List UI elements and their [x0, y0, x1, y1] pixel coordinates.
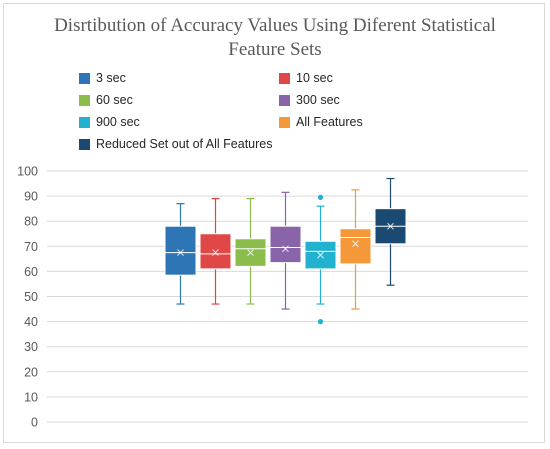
- outlier-point: [317, 319, 324, 325]
- y-tick-label: 50: [24, 290, 38, 304]
- chart-title: Disrtibution of Accuracy Values Using Di…: [0, 14, 550, 62]
- legend-swatch: [79, 94, 90, 106]
- box-body: [339, 228, 372, 265]
- box-10-sec: [199, 198, 232, 305]
- outlier-point: [317, 194, 324, 200]
- y-tick-label: 100: [17, 165, 38, 179]
- mean-marker: [247, 249, 254, 256]
- legend-label: Reduced Set out of All Features: [96, 137, 273, 151]
- legend-swatch: [279, 94, 290, 106]
- chart-legend: 3 sec 10 sec 60 sec 300 sec 900 sec All …: [0, 0, 550, 160]
- chart-title-line-1: Disrtibution of Accuracy Values Using Di…: [54, 15, 496, 36]
- legend-item-reduced-set: Reduced Set out of All Features: [79, 137, 273, 151]
- y-tick-label: 90: [24, 190, 38, 204]
- y-tick-label: 10: [24, 390, 38, 404]
- y-tick-label: 30: [24, 340, 38, 354]
- y-tick-label: 70: [24, 240, 38, 254]
- box-3-sec: [164, 203, 197, 305]
- legend-item-60-sec: 60 sec: [79, 93, 133, 107]
- y-tick-label: 20: [24, 365, 38, 379]
- legend-label: 300 sec: [296, 93, 340, 107]
- legend-label: 3 sec: [96, 71, 126, 85]
- box-body: [304, 240, 337, 270]
- gridlines: [47, 170, 528, 423]
- mean-marker: [387, 222, 394, 230]
- legend-swatch: [79, 116, 90, 128]
- mean-marker: [352, 240, 359, 248]
- mean-marker: [177, 249, 184, 256]
- box-series: [164, 177, 407, 325]
- box-900-sec: [304, 194, 337, 325]
- y-tick-label: 60: [24, 265, 38, 279]
- legend-item-10-sec: 10 sec: [279, 71, 333, 85]
- y-tick-label: 80: [24, 215, 38, 229]
- box-body: [164, 225, 197, 276]
- chart-title-line-2: Feature Sets: [228, 39, 322, 60]
- box-300-sec: [269, 191, 302, 310]
- legend-item-3-sec: 3 sec: [79, 71, 126, 85]
- legend-item-all-features: All Features: [279, 115, 363, 129]
- legend-label: 900 sec: [96, 115, 140, 129]
- y-tick-label: 0: [31, 416, 38, 430]
- legend-item-900-sec: 900 sec: [79, 115, 140, 129]
- legend-label: 60 sec: [96, 93, 133, 107]
- legend-item-300-sec: 300 sec: [279, 93, 340, 107]
- box-60-sec: [234, 198, 267, 305]
- mean-marker: [212, 249, 219, 256]
- legend-swatch: [79, 72, 90, 84]
- mean-marker: [282, 245, 289, 253]
- box-body: [199, 233, 232, 270]
- legend-label: All Features: [296, 115, 363, 129]
- box-body: [269, 225, 302, 264]
- mean-marker: [317, 251, 324, 259]
- legend-swatch: [279, 116, 290, 128]
- chart-frame: [3, 3, 545, 443]
- legend-label: 10 sec: [296, 71, 333, 85]
- box-reduced-set-out-of-all-features: [374, 177, 407, 286]
- legend-swatch: [279, 72, 290, 84]
- y-axis-ticks: 0 10 20 30 40 50 60 70 80 90 100: [17, 165, 38, 430]
- y-tick-label: 40: [24, 315, 38, 329]
- legend-swatch: [79, 138, 90, 150]
- box-all-features: [339, 189, 372, 310]
